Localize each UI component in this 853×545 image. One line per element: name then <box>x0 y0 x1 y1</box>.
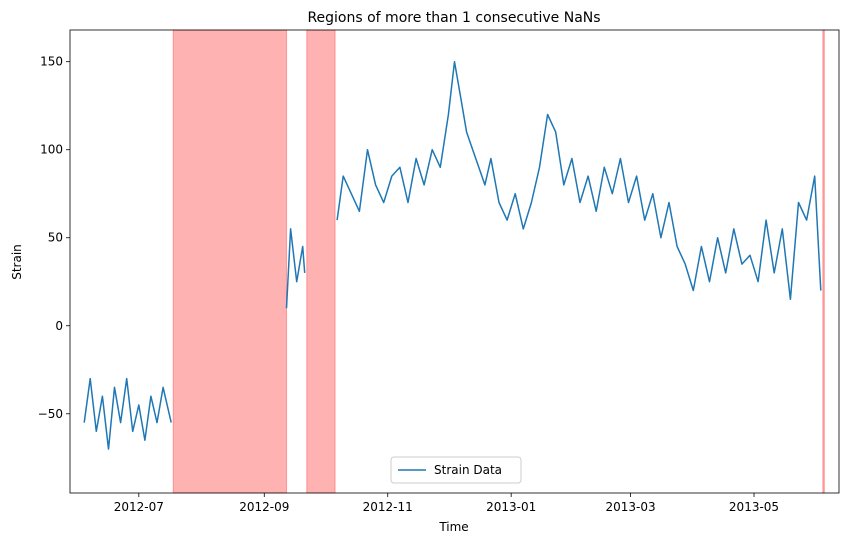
y-axis-label: Strain <box>10 244 24 280</box>
legend-box <box>390 456 522 484</box>
series-line-strain-data <box>285 228 306 309</box>
x-axis-label: Time <box>438 520 468 534</box>
series-line-strain-data <box>336 60 822 301</box>
chart-title: Regions of more than 1 consecutive NaNs <box>307 10 600 26</box>
x-tick-label: 2013-05 <box>729 500 779 514</box>
series-lines <box>83 60 822 450</box>
y-axis: −50 0 50 100 150 <box>38 55 70 421</box>
legend-entry-strain-data: Strain Data <box>434 463 502 477</box>
series-line-strain-data <box>83 377 172 450</box>
nan-region <box>172 29 288 494</box>
legend: Strain Data <box>390 456 522 484</box>
x-tick-label: 2013-03 <box>605 500 655 514</box>
x-tick-label: 2013-01 <box>486 500 536 514</box>
x-tick-label: 2012-09 <box>239 500 289 514</box>
x-axis: 2012-07 2012-09 2012-11 2013-01 2013-03 2013-… <box>114 493 779 514</box>
nan-regions <box>172 29 825 494</box>
y-tick-label: 150 <box>40 55 63 69</box>
x-tick-label: 2012-07 <box>114 500 164 514</box>
y-tick-label: 0 <box>55 319 63 333</box>
nan-region <box>822 29 825 494</box>
plot-frame <box>69 29 840 494</box>
nan-region <box>306 29 336 494</box>
y-tick-label: −50 <box>38 407 63 421</box>
y-tick-label: 50 <box>48 231 63 245</box>
y-tick-label: 100 <box>40 143 63 157</box>
x-tick-label: 2012-11 <box>363 500 413 514</box>
